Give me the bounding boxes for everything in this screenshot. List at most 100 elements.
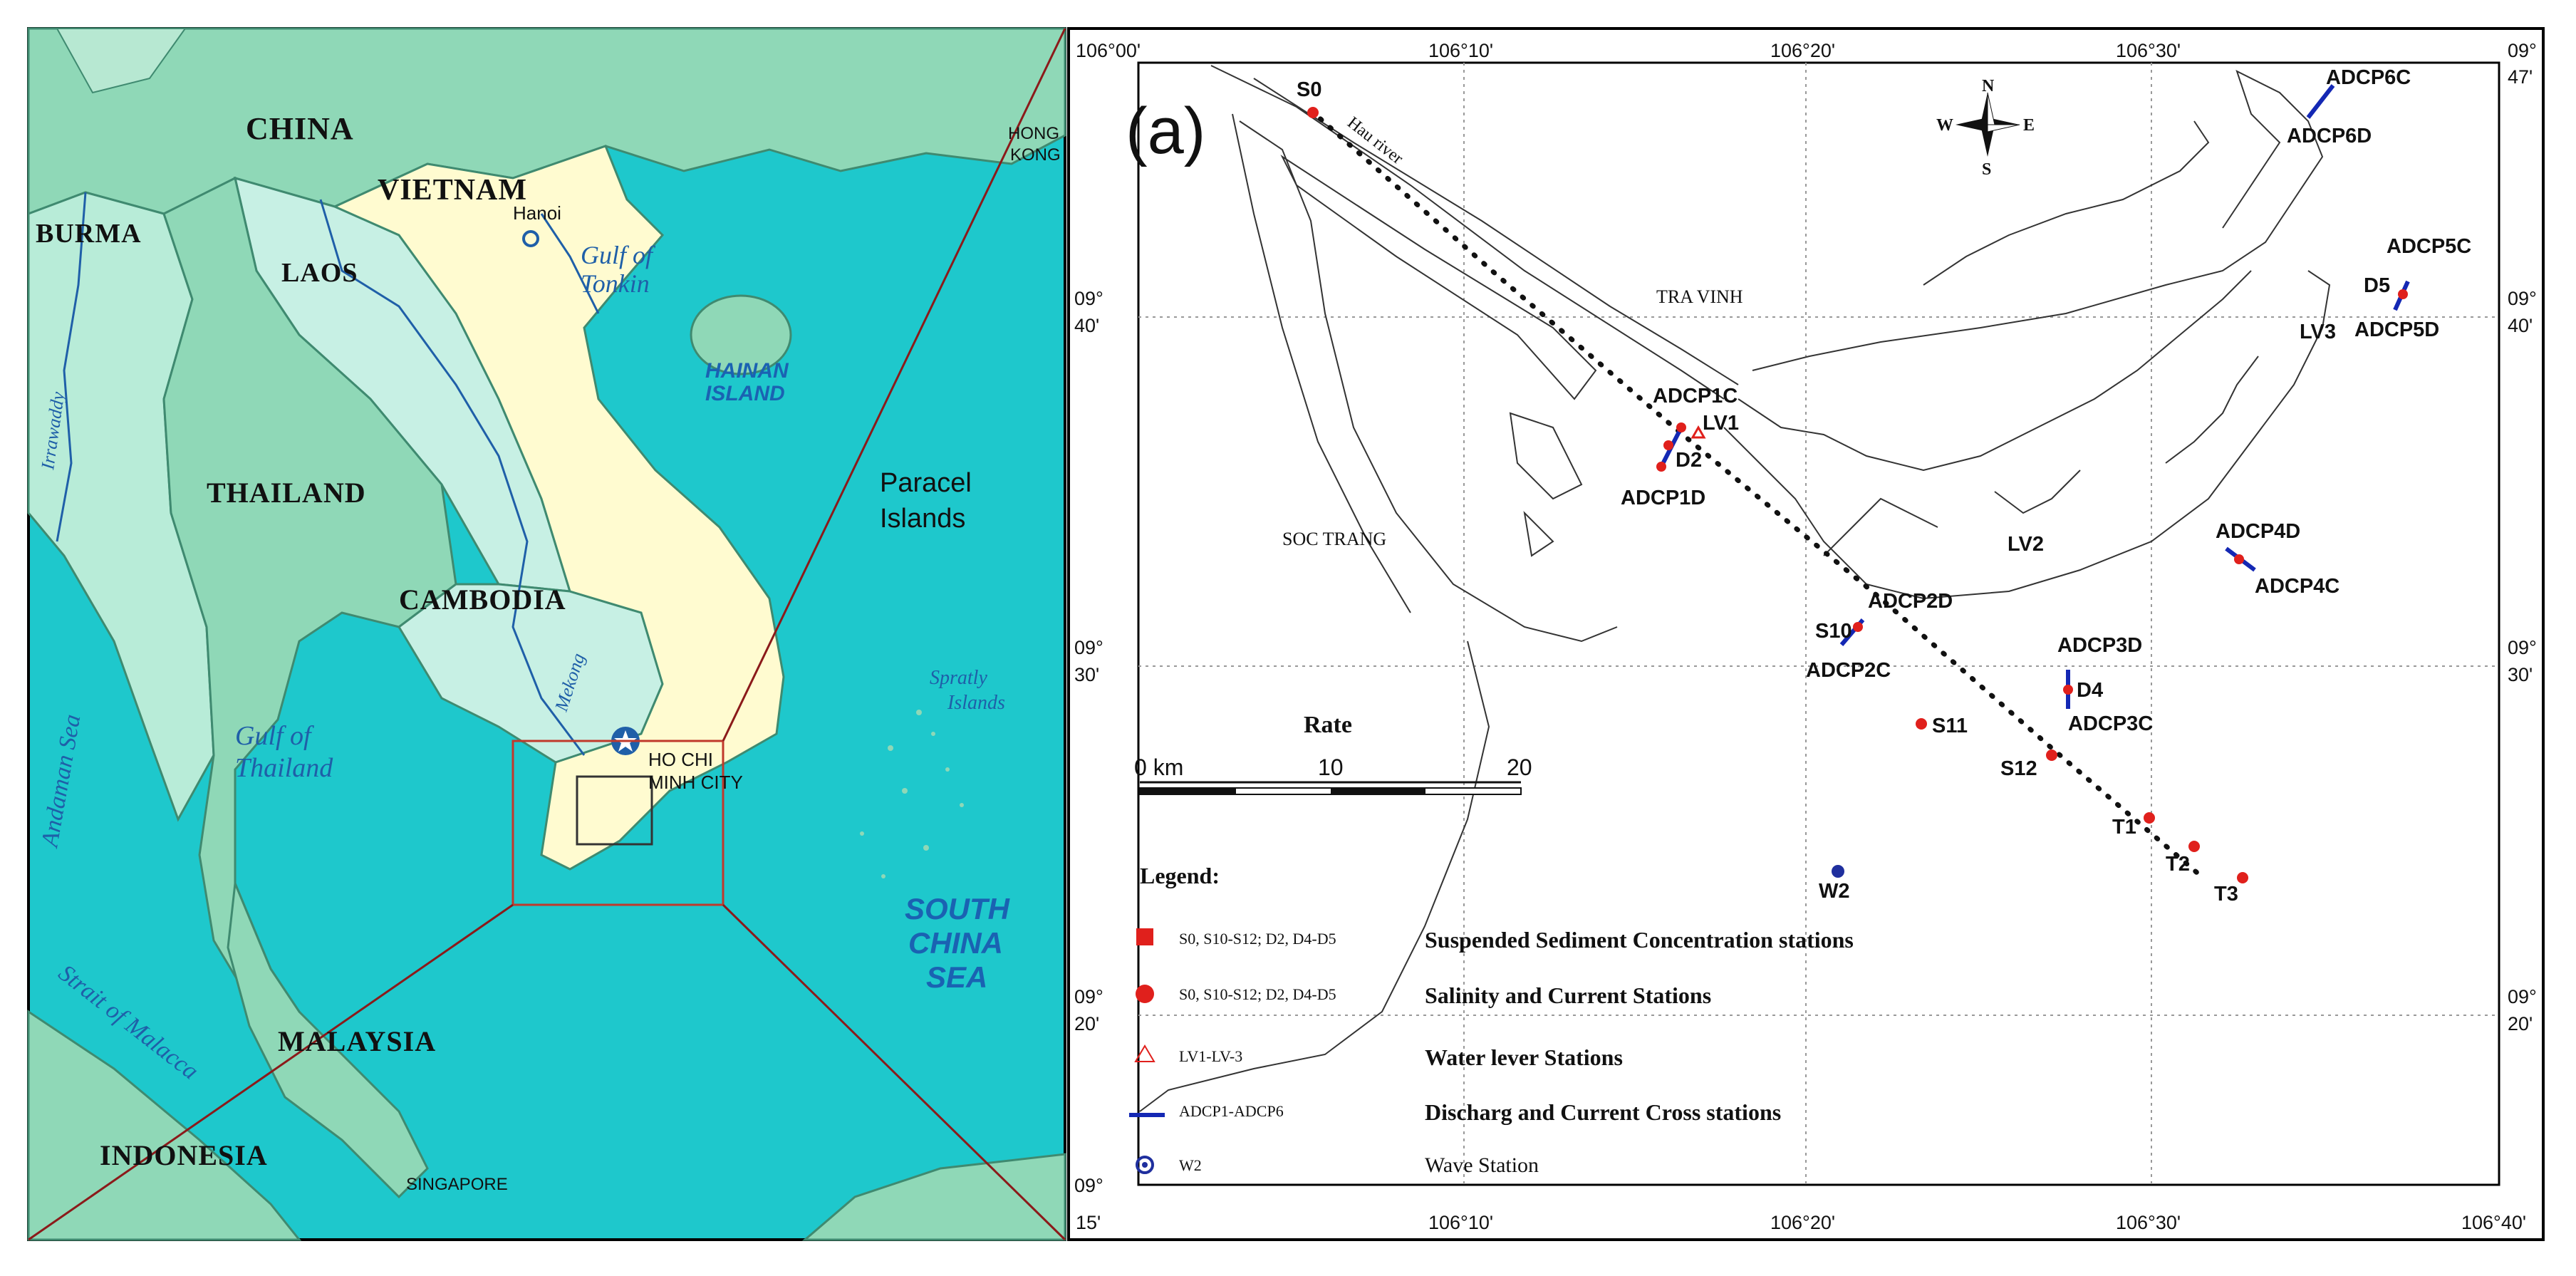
label-t1: T1 [2112,816,2136,839]
label-spratly: Spratly [930,667,987,689]
coord-left-09-a: 09° [1074,288,1103,309]
coastline [1139,65,2331,1112]
label-s0: S0 [1297,78,1321,101]
label-gulf-of-tonkin-1: Gulf of [581,241,656,269]
hainan-island [690,294,792,375]
compass-w: W [1936,116,1953,135]
label-china-sea-1: CHINA [908,926,1003,960]
scale-title: Rate [1304,712,1352,738]
label-thailand: THAILAND [207,477,366,509]
legend-code-3: ADCP1-ADCP6 [1179,1102,1284,1120]
label-burma: BURMA [36,219,142,249]
station-s12-dot [2046,749,2057,761]
legend-desc-1: Salinity and Current Stations [1425,982,1711,1008]
label-d2: D2 [1676,449,1702,472]
coord-right-20: 20' [2508,1013,2533,1034]
label-lv1: LV1 [1703,412,1739,435]
label-lv2: LV2 [2008,533,2044,556]
coord-right-09-c: 09° [2508,986,2537,1007]
label-singapore: SINGAPORE [406,1175,508,1194]
label-adcp5c: ADCP5C [2387,235,2471,258]
station-w2-dot [1832,865,1844,878]
legend-code-1: S0, S10-S12; D2, D4-D5 [1179,985,1336,1003]
station-t2-dot [2188,841,2200,852]
thailand-land [162,176,457,1013]
survey-transect [1308,108,2204,879]
station-d4-dot [2063,685,2073,695]
legend-code-0: S0, S10-S12; D2, D4-D5 [1179,930,1336,948]
coord-bottom-106-20: 106°20' [1770,1212,1835,1233]
legend-code-2: LV1-LV-3 [1179,1047,1242,1065]
lv-stations [1690,425,1706,439]
coord-right-47: 47' [2508,66,2533,88]
scale-tick-0: 0 km [1134,754,1183,780]
legend-swatch-water-level [1134,1044,1155,1062]
inset-box-inner [576,775,653,846]
legend-title: Legend: [1140,863,1220,888]
coord-bottom-106-40: 106°40' [2461,1212,2526,1233]
panel-label: (a) [1126,95,1205,167]
label-indonesia: INDONESIA [100,1139,268,1171]
station-s11-dot [1916,718,1927,730]
label-adcp2d: ADCP2D [1868,590,1953,613]
label-malaysia: MALAYSIA [278,1025,436,1057]
legend-swatch-ssc [1136,928,1153,945]
legend-desc-4: Wave Station [1425,1153,1539,1177]
label-paracel-islands: Islands [880,504,965,534]
red-stations [1307,107,2408,883]
scale-tick-10: 10 [1318,754,1344,780]
adcp6-line [2306,84,2335,119]
coord-bottom-106-10: 106°10' [1428,1212,1493,1233]
label-cambodia: CAMBODIA [399,583,566,616]
compass-n: N [1982,77,1995,95]
right-study-area-map: 106°00' 106°10' 106°20' 106°30' 09° 47' … [1067,27,2545,1241]
station-t3-dot [2237,872,2248,883]
legend-desc-0: Suspended Sediment Concentration station… [1425,927,1854,953]
label-adcp4c: ADCP4C [2255,575,2339,598]
malaysia-land [227,879,429,1199]
label-w2: W2 [1819,880,1850,903]
label-d4: D4 [2077,679,2103,702]
mekong-river [319,199,586,756]
label-adcp3c: ADCP3C [2068,712,2153,735]
coord-top-09: 09° [2508,40,2537,61]
legend-desc-2: Water lever Stations [1425,1044,1623,1070]
label-laos: LAOS [281,258,358,288]
coord-left-40: 40' [1074,315,1099,336]
legend-swatch-salinity [1136,985,1154,1003]
coord-left-09-c: 09° [1074,986,1103,1007]
coord-left-09-d: 09° [1074,1175,1103,1196]
label-s11: S11 [1932,715,1968,737]
coord-left-20: 20' [1074,1013,1099,1034]
left-regional-map: CHINA VIETNAM BURMA LAOS THAILAND CAMBOD… [27,27,1066,1241]
map-frame [1137,61,2500,1186]
label-kong: KONG [1010,145,1061,165]
coord-top-106-00: 106°00' [1076,40,1141,61]
legend-desc-3: Discharg and Current Cross stations [1425,1099,1781,1125]
coord-right-40: 40' [2508,315,2533,336]
label-t2: T2 [2166,853,2190,876]
compass-s: S [1982,160,1991,179]
label-island: ISLAND [705,382,785,405]
label-s12: S12 [2000,757,2037,780]
label-tra-vinh: TRA VINH [1656,286,1743,307]
spratly-dots [860,710,964,878]
label-d5: D5 [2364,274,2390,297]
label-adcp5d: ADCP5D [2354,318,2439,341]
station-s10-dot [1853,622,1863,632]
label-hainan: HAINAN [705,359,789,383]
label-adcp2c: ADCP2C [1806,659,1891,682]
scale-bar: Rate 0 km 10 20 [1134,712,1532,795]
scale-tick-20: 20 [1507,754,1532,780]
legend-swatch-wave [1136,1156,1154,1174]
label-adcp1d: ADCP1D [1621,487,1705,509]
label-minh-city: MINH CITY [648,772,743,793]
hanoi-marker [522,230,539,247]
vietnam-land [332,145,785,871]
label-hanoi: Hanoi [513,202,561,224]
coord-right-30: 30' [2508,664,2533,685]
label-gulf-of-thailand-2: Thailand [235,753,333,783]
label-spratly-islands: Islands [947,692,1005,714]
label-gulf-of-thailand-1: Gulf of [235,721,314,751]
